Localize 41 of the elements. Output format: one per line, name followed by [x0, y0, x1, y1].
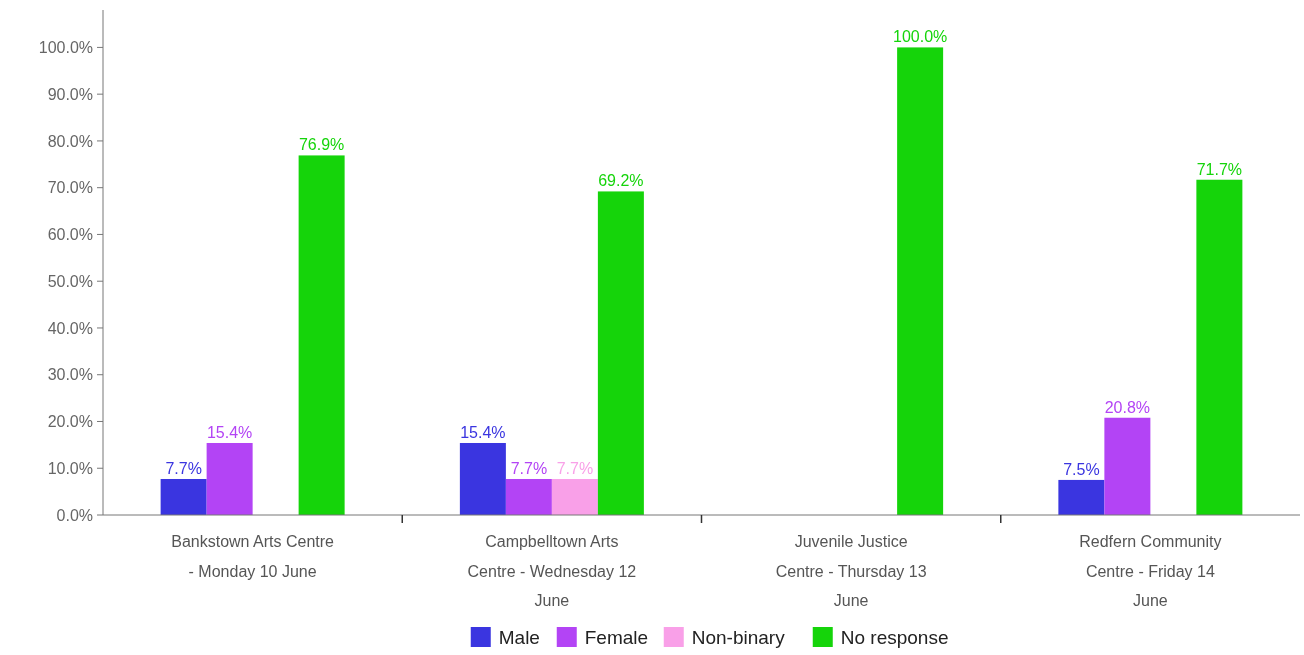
- data-label: 15.4%: [460, 423, 506, 441]
- y-tick-label: 60.0%: [47, 226, 93, 244]
- bar: [897, 47, 944, 515]
- bar: [298, 155, 345, 515]
- bar: [206, 442, 253, 515]
- y-tick-label: 80.0%: [47, 132, 93, 150]
- bar: [597, 191, 644, 515]
- bar: [1196, 179, 1243, 515]
- y-tick-label: 40.0%: [47, 319, 93, 337]
- bar: [1058, 479, 1105, 515]
- x-tick-label: Bankstown Arts Centre - Monday 10 June: [171, 533, 335, 580]
- bar: [505, 479, 552, 515]
- bar: [160, 479, 207, 515]
- data-label: 76.9%: [298, 136, 345, 154]
- x-tick-label: Juvenile Justice Centre - Thursday 13 June: [775, 533, 927, 609]
- y-tick-label: 10.0%: [47, 459, 93, 477]
- x-tick-label: Redfern Community Centre - Friday 14 June: [1079, 533, 1222, 609]
- data-label: 7.7%: [165, 460, 202, 477]
- legend-label: No response: [840, 626, 949, 648]
- y-tick-label: 20.0%: [47, 413, 93, 431]
- y-tick-label: 50.0%: [47, 272, 93, 290]
- y-tick-label: 90.0%: [47, 85, 93, 103]
- data-label: 71.7%: [1196, 160, 1243, 178]
- y-tick-label: 0.0%: [56, 506, 93, 524]
- data-label: 15.4%: [206, 423, 253, 441]
- data-label: 7.7%: [510, 460, 548, 477]
- bar: [1104, 417, 1151, 515]
- bar: [551, 479, 598, 515]
- legend-label: Female: [584, 626, 649, 648]
- legend-label: Male: [498, 626, 540, 648]
- y-tick-label: 100.0%: [38, 39, 93, 57]
- data-label: 20.8%: [1104, 398, 1151, 416]
- data-label: 7.5%: [1063, 460, 1100, 478]
- y-tick-label: 70.0%: [47, 179, 93, 197]
- data-label: 7.7%: [556, 460, 594, 477]
- data-label: 69.2%: [598, 172, 644, 190]
- legend-label: Non-binary: [691, 626, 786, 648]
- x-tick-label: Campbelltown Arts Centre - Wednesday 12 June: [467, 533, 637, 609]
- y-tick-label: 30.0%: [47, 366, 93, 384]
- data-label: 100.0%: [892, 28, 948, 46]
- bar: [459, 442, 506, 515]
